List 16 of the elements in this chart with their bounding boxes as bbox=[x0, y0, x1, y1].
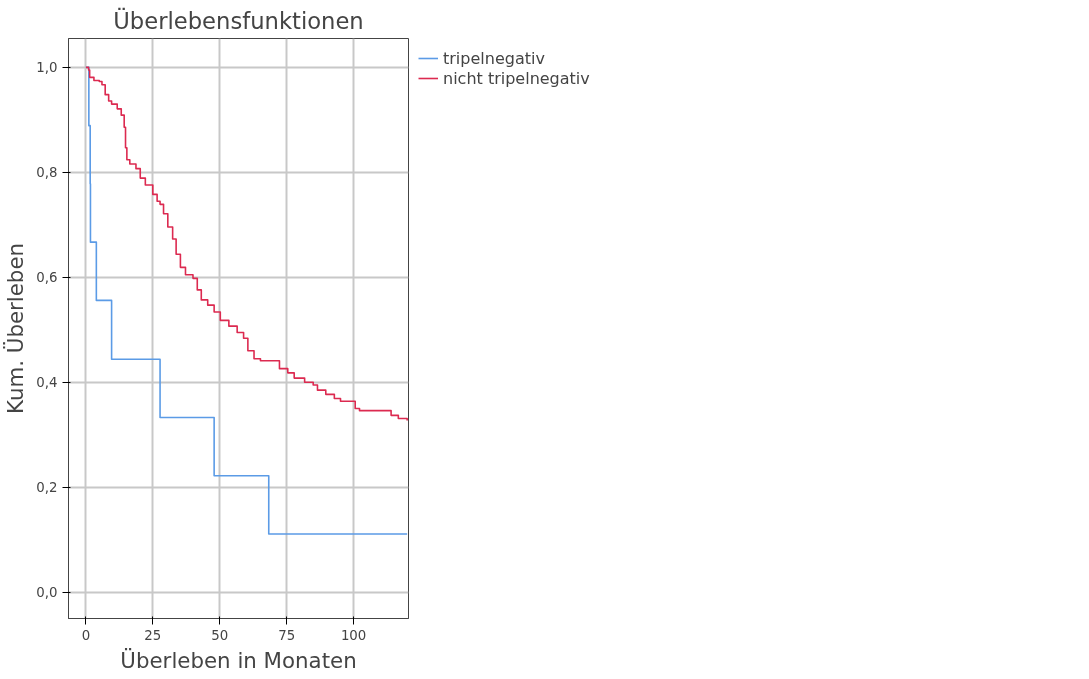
y-tick-label: 0,6 bbox=[36, 270, 58, 286]
x-tick-label: 75 bbox=[278, 627, 296, 643]
x-axis-title: Überleben in Monaten bbox=[120, 647, 357, 673]
y-tick-label: 0,2 bbox=[36, 480, 58, 496]
y-tick-label: 0,8 bbox=[36, 165, 58, 181]
legend-label: nicht tripelnegativ bbox=[443, 68, 590, 88]
y-tick-label: 1,0 bbox=[36, 60, 58, 76]
y-tick-label: 0,0 bbox=[36, 585, 58, 601]
x-tick-label: 25 bbox=[144, 627, 162, 643]
chart-title: Überlebensfunktionen bbox=[113, 6, 364, 34]
legend-label: tripelnegativ bbox=[443, 48, 545, 68]
y-axis-title: Kum. Überleben bbox=[3, 242, 29, 415]
x-tick-label: 0 bbox=[81, 627, 91, 643]
x-tick-label: 100 bbox=[340, 627, 367, 643]
x-tick-label: 50 bbox=[211, 627, 229, 643]
y-tick-label: 0,4 bbox=[36, 375, 58, 391]
